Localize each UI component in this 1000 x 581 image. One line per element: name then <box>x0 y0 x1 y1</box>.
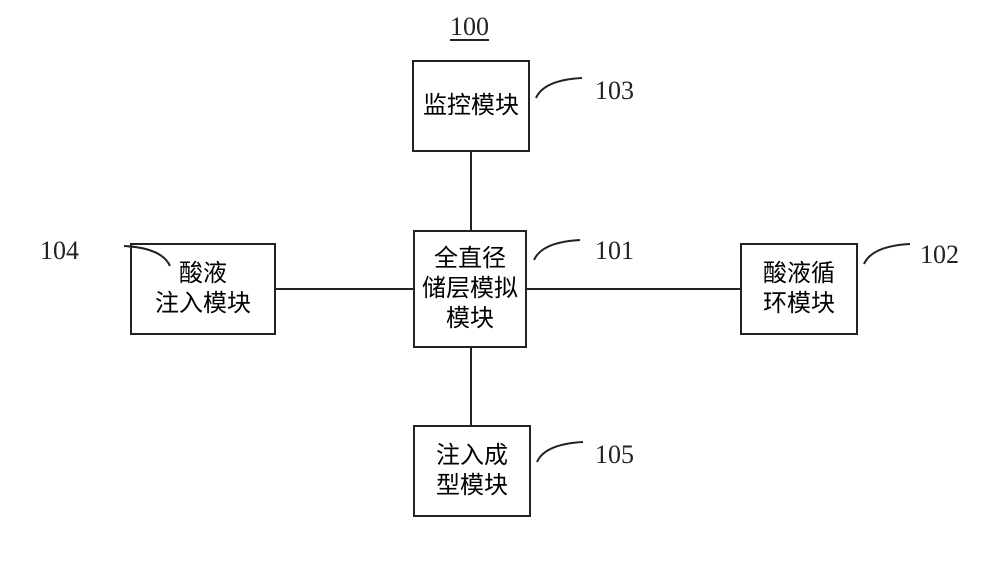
tick-103 <box>534 72 584 102</box>
tick-101 <box>532 234 582 264</box>
node-label: 酸液 注入模块 <box>155 259 251 319</box>
node-full-diameter: 全直径 储层模拟 模块 <box>413 230 527 348</box>
node-acid-inject: 酸液 注入模块 <box>130 243 276 335</box>
node-label: 监控模块 <box>423 91 519 121</box>
node-label: 注入成 型模块 <box>436 441 508 501</box>
ref-102: 102 <box>920 240 959 270</box>
ref-101: 101 <box>595 236 634 266</box>
node-inject-form: 注入成 型模块 <box>413 425 531 517</box>
tick-105 <box>535 436 585 466</box>
node-label: 酸液循 环模块 <box>763 259 835 319</box>
tick-102 <box>862 238 912 268</box>
diagram-title: 100 <box>450 12 489 42</box>
ref-103: 103 <box>595 76 634 106</box>
node-acid-cycle: 酸液循 环模块 <box>740 243 858 335</box>
node-monitor: 监控模块 <box>412 60 530 152</box>
ref-104: 104 <box>40 236 79 266</box>
ref-105: 105 <box>595 440 634 470</box>
node-label: 全直径 储层模拟 模块 <box>422 244 518 334</box>
diagram-canvas: 100 监控模块 全直径 储层模拟 模块 酸液循 环模块 酸液 注入模块 注入成… <box>0 0 1000 581</box>
